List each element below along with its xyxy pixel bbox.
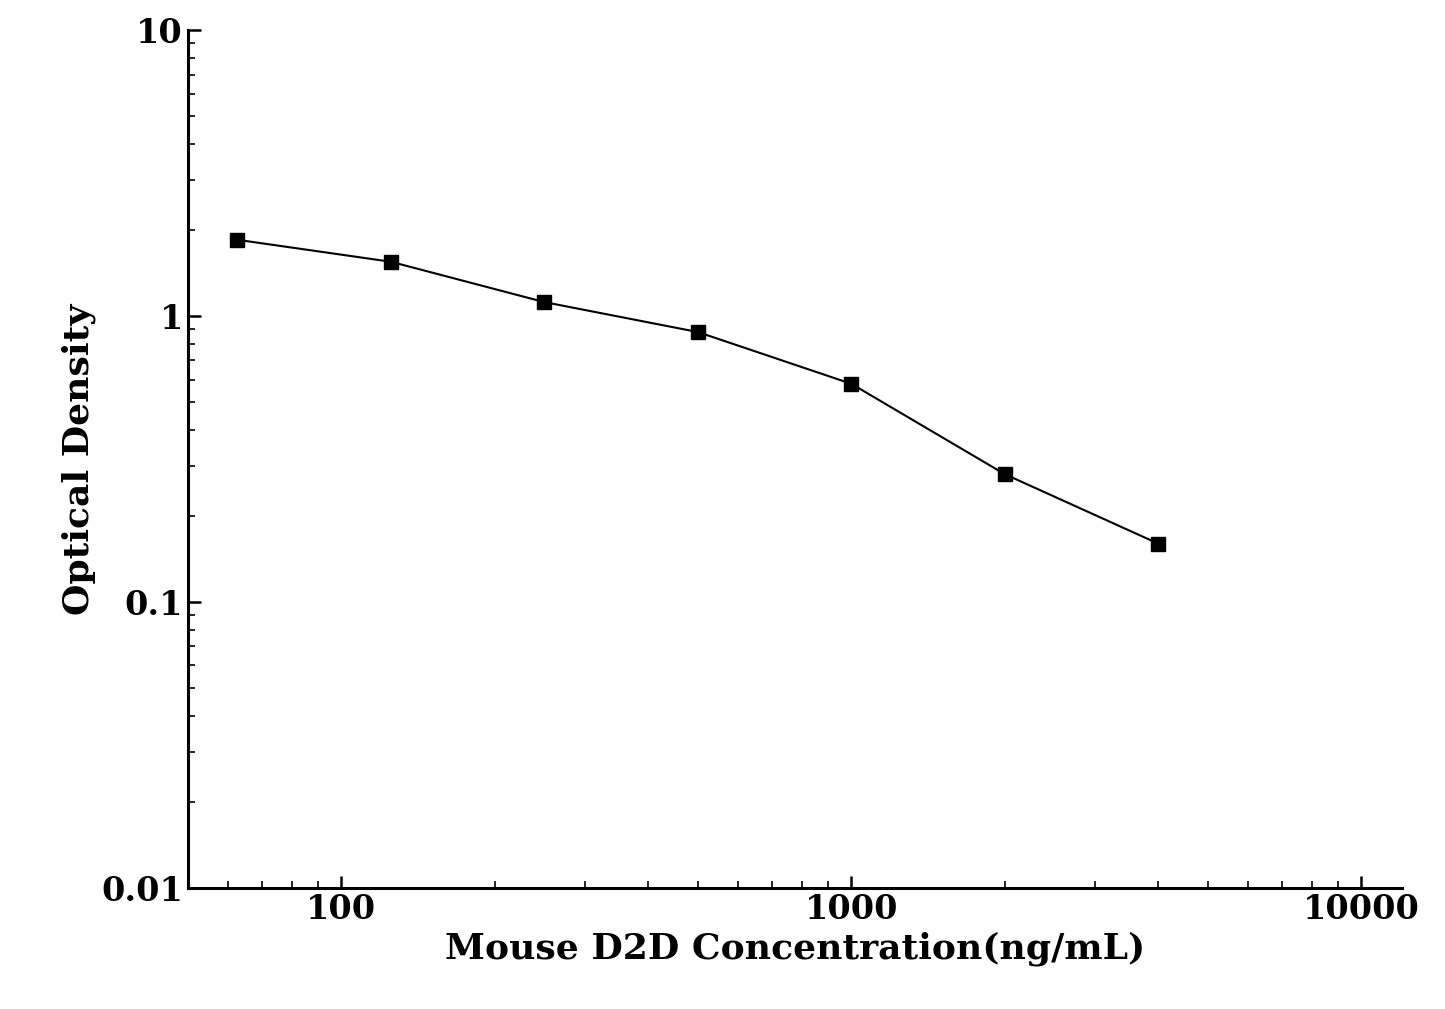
Y-axis label: Optical Density: Optical Density	[61, 304, 95, 614]
X-axis label: Mouse D2D Concentration(ng/mL): Mouse D2D Concentration(ng/mL)	[445, 931, 1144, 966]
